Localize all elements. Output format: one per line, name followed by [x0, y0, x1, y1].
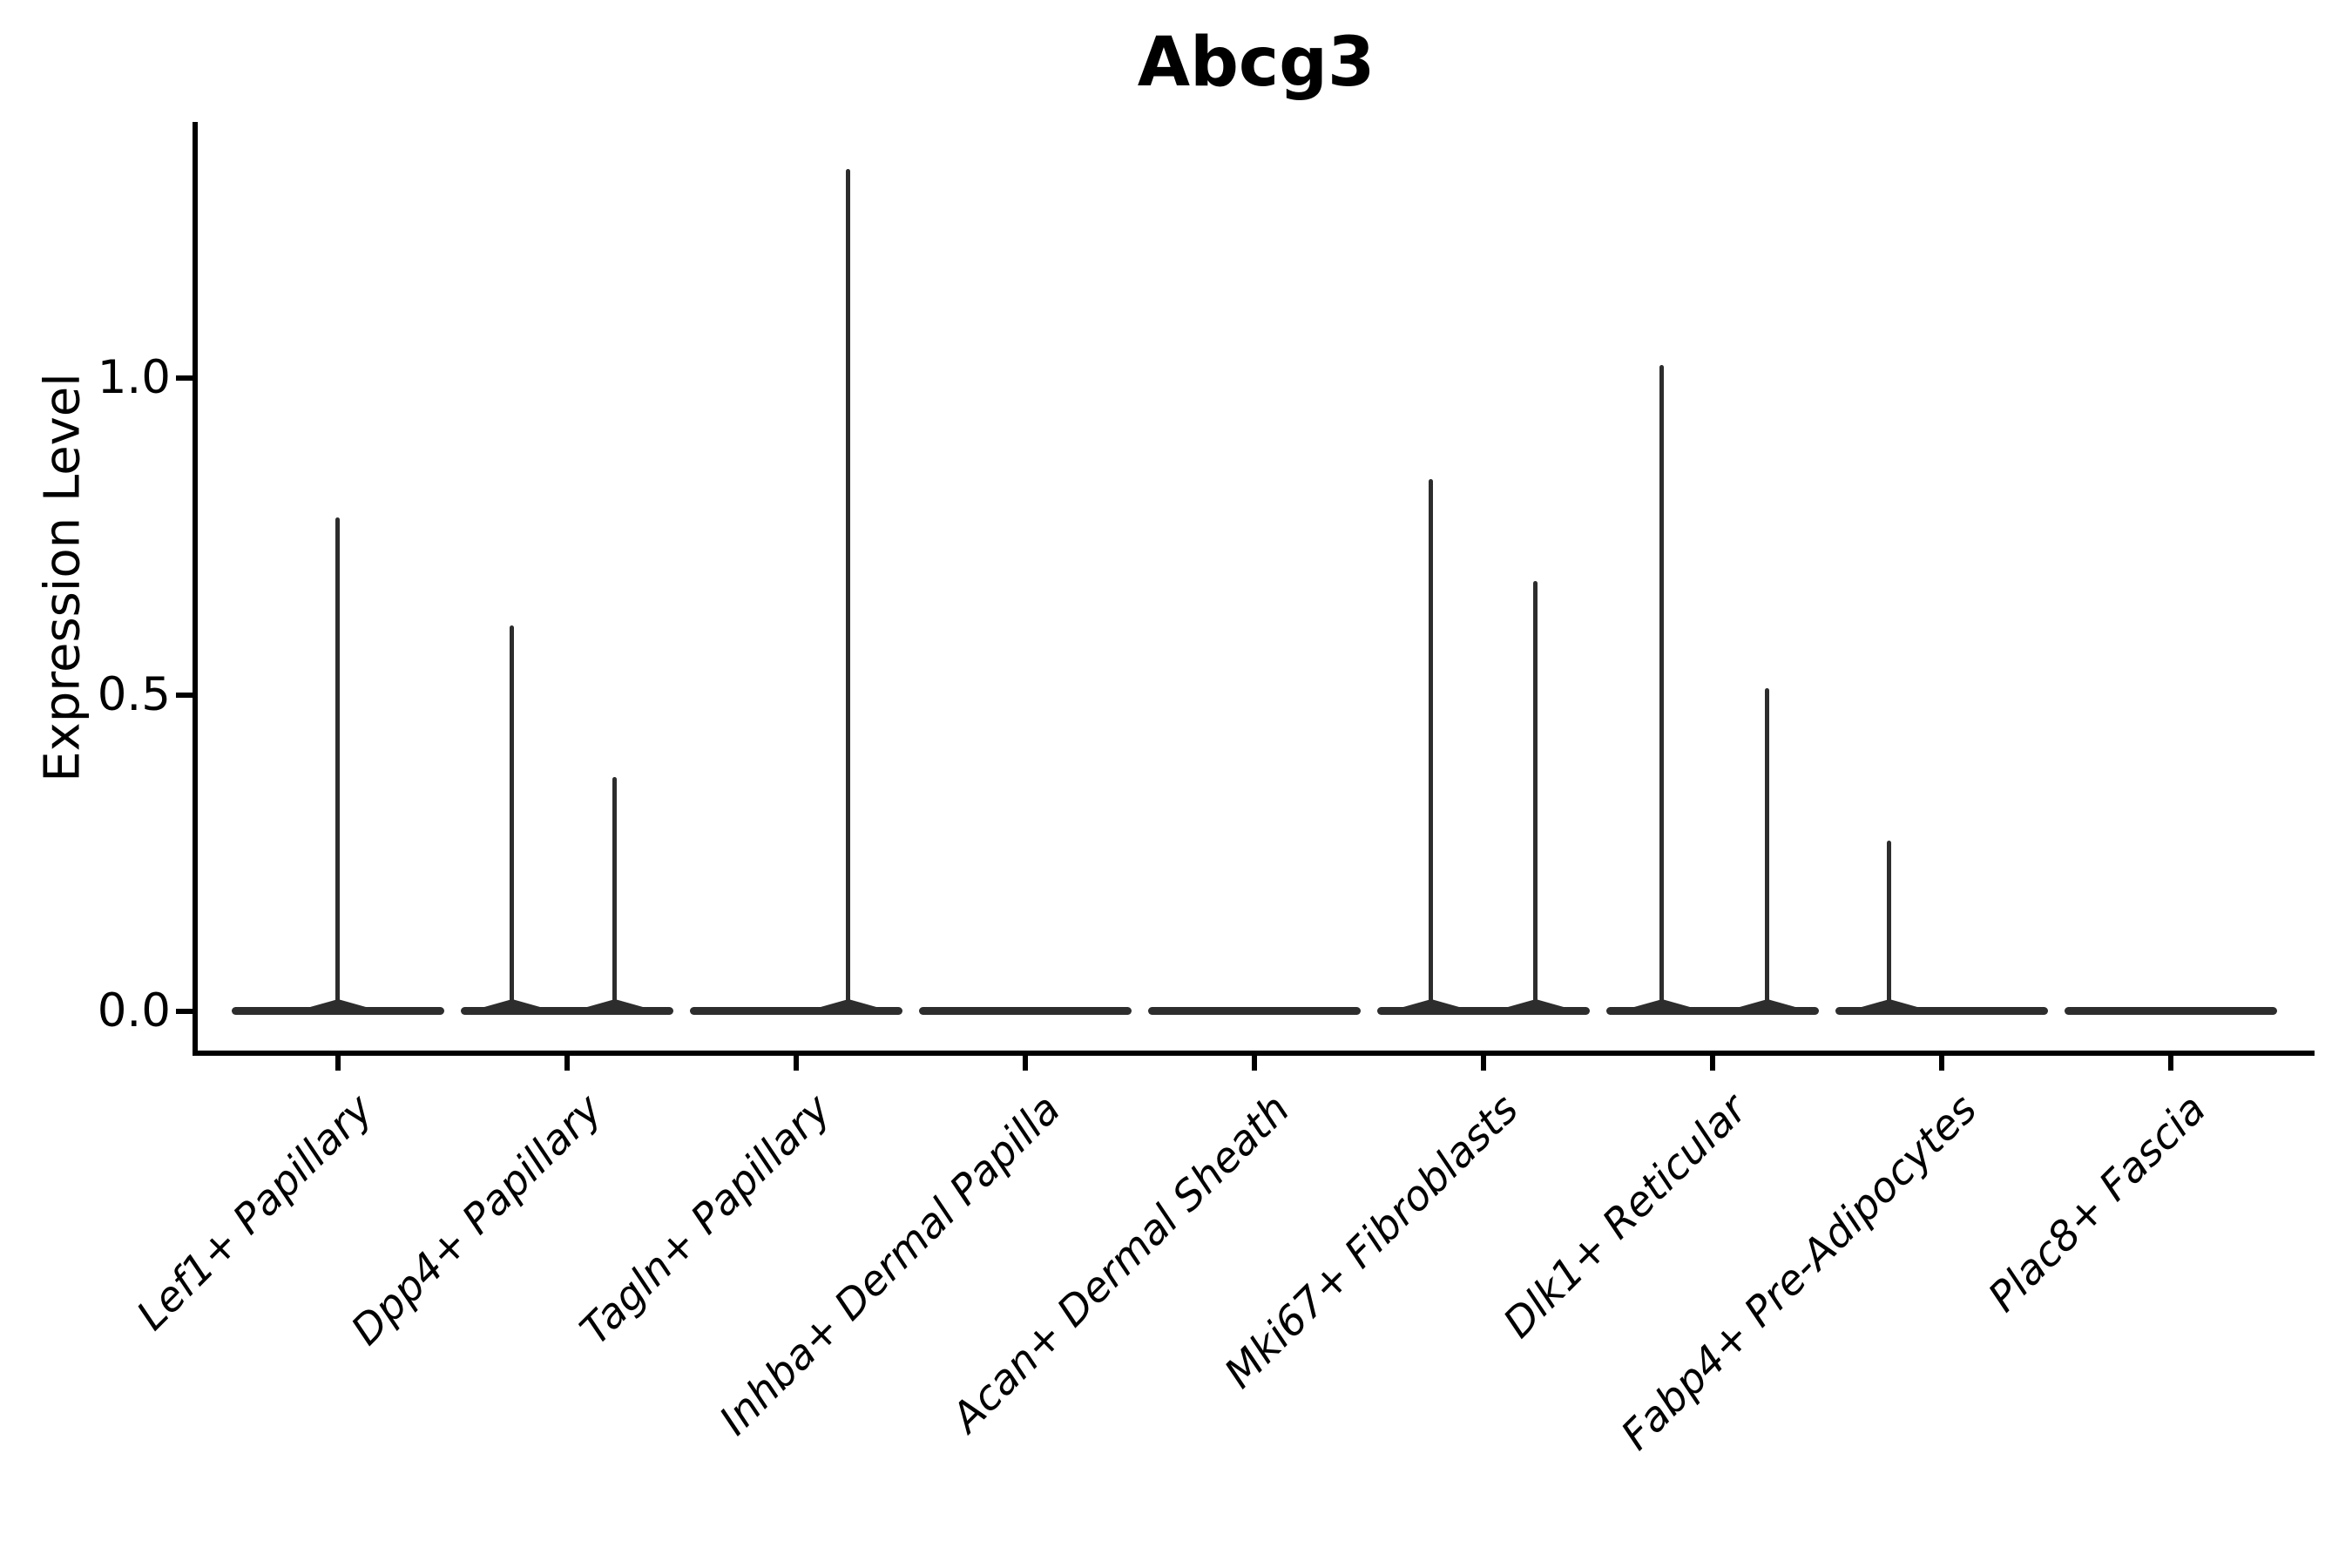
violin-baseline [690, 1007, 902, 1015]
x-tick-mark [794, 1053, 799, 1071]
x-tick-mark [1252, 1053, 1257, 1071]
violin-baseline [1148, 1007, 1361, 1015]
y-tick-label: 0.5 [97, 667, 171, 721]
x-tick-label: Dpp4+ Papillary [341, 1085, 612, 1355]
y-axis-label: Expression Level [34, 373, 91, 782]
x-tick-mark [335, 1053, 341, 1071]
x-tick-label: Lef1+ Papillary [127, 1085, 382, 1340]
x-tick-label: Plac8+ Fascia [1978, 1085, 2215, 1321]
violin-baseline [1377, 1007, 1590, 1015]
violin-baseline [1835, 1007, 2048, 1015]
y-tick-mark [176, 692, 193, 698]
x-tick-mark [564, 1053, 570, 1071]
violin-needle [1887, 840, 1891, 1015]
violin-needle [510, 625, 514, 1015]
violin-needle [1659, 365, 1664, 1015]
violin-baseline [919, 1007, 1132, 1015]
x-tick-label: Tagln+ Papillary [571, 1085, 841, 1355]
y-tick-mark [176, 1009, 193, 1014]
x-tick-mark [2168, 1053, 2173, 1071]
x-tick-mark [1023, 1053, 1028, 1071]
violin-baseline [461, 1007, 673, 1015]
violin-needle [1533, 580, 1538, 1015]
x-tick-mark [1710, 1053, 1715, 1071]
y-axis-spine [193, 122, 198, 1056]
y-tick-label: 1.0 [97, 351, 171, 404]
violin-baseline [1606, 1007, 1819, 1015]
plot-title: Abcg3 [1137, 24, 1375, 102]
x-tick-mark [1481, 1053, 1486, 1071]
y-tick-label: 0.0 [97, 984, 171, 1037]
violin-needle [1765, 688, 1769, 1015]
x-tick-label: Dlk1+ Reticular [1494, 1085, 1757, 1348]
violin-needle [612, 777, 617, 1015]
violin-needle [1429, 479, 1433, 1015]
y-tick-mark [176, 375, 193, 381]
x-tick-mark [1939, 1053, 1944, 1071]
violin-baseline [2065, 1007, 2277, 1015]
violin-needle [335, 517, 340, 1015]
violin-needle [846, 169, 850, 1015]
